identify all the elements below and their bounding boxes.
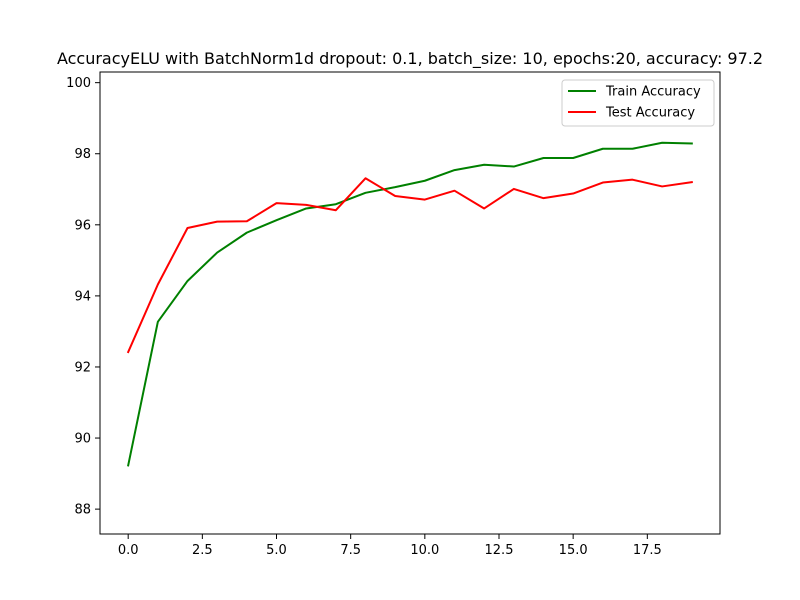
y-tick-label: 96 — [74, 218, 91, 233]
y-tick-label: 92 — [74, 360, 91, 375]
x-tick-label: 10.0 — [410, 543, 439, 558]
plot-area: 0.0 2.5 5.0 7.5 10.0 12.5 15.0 17.5 88 90 92 94 96 98… — [66, 71, 721, 558]
x-tick-label: 0.0 — [118, 543, 139, 558]
x-tick-label: 5.0 — [266, 543, 287, 558]
x-tick-label: 2.5 — [192, 543, 213, 558]
series-line-train-accuracy — [126, 141, 693, 467]
axes-frame — [99, 71, 721, 535]
x-tick-label: 15.0 — [559, 543, 588, 558]
legend-box — [561, 79, 715, 127]
x-tick-label: 17.5 — [633, 543, 662, 558]
legend-label: Test Accuracy — [605, 106, 695, 121]
y-tick-label: 94 — [74, 289, 91, 304]
series-line-test-accuracy — [126, 177, 693, 354]
chart-title: AccuracyELU with BatchNorm1d dropout: 0.… — [57, 49, 763, 69]
y-tick-label: 88 — [74, 503, 91, 518]
y-tick-label: 100 — [66, 76, 91, 91]
y-tick-label: 90 — [74, 432, 91, 447]
x-tick-label: 12.5 — [485, 543, 514, 558]
y-tick-label: 98 — [74, 147, 91, 162]
legend-label: Train Accuracy — [605, 85, 701, 100]
x-tick-label: 7.5 — [340, 543, 361, 558]
